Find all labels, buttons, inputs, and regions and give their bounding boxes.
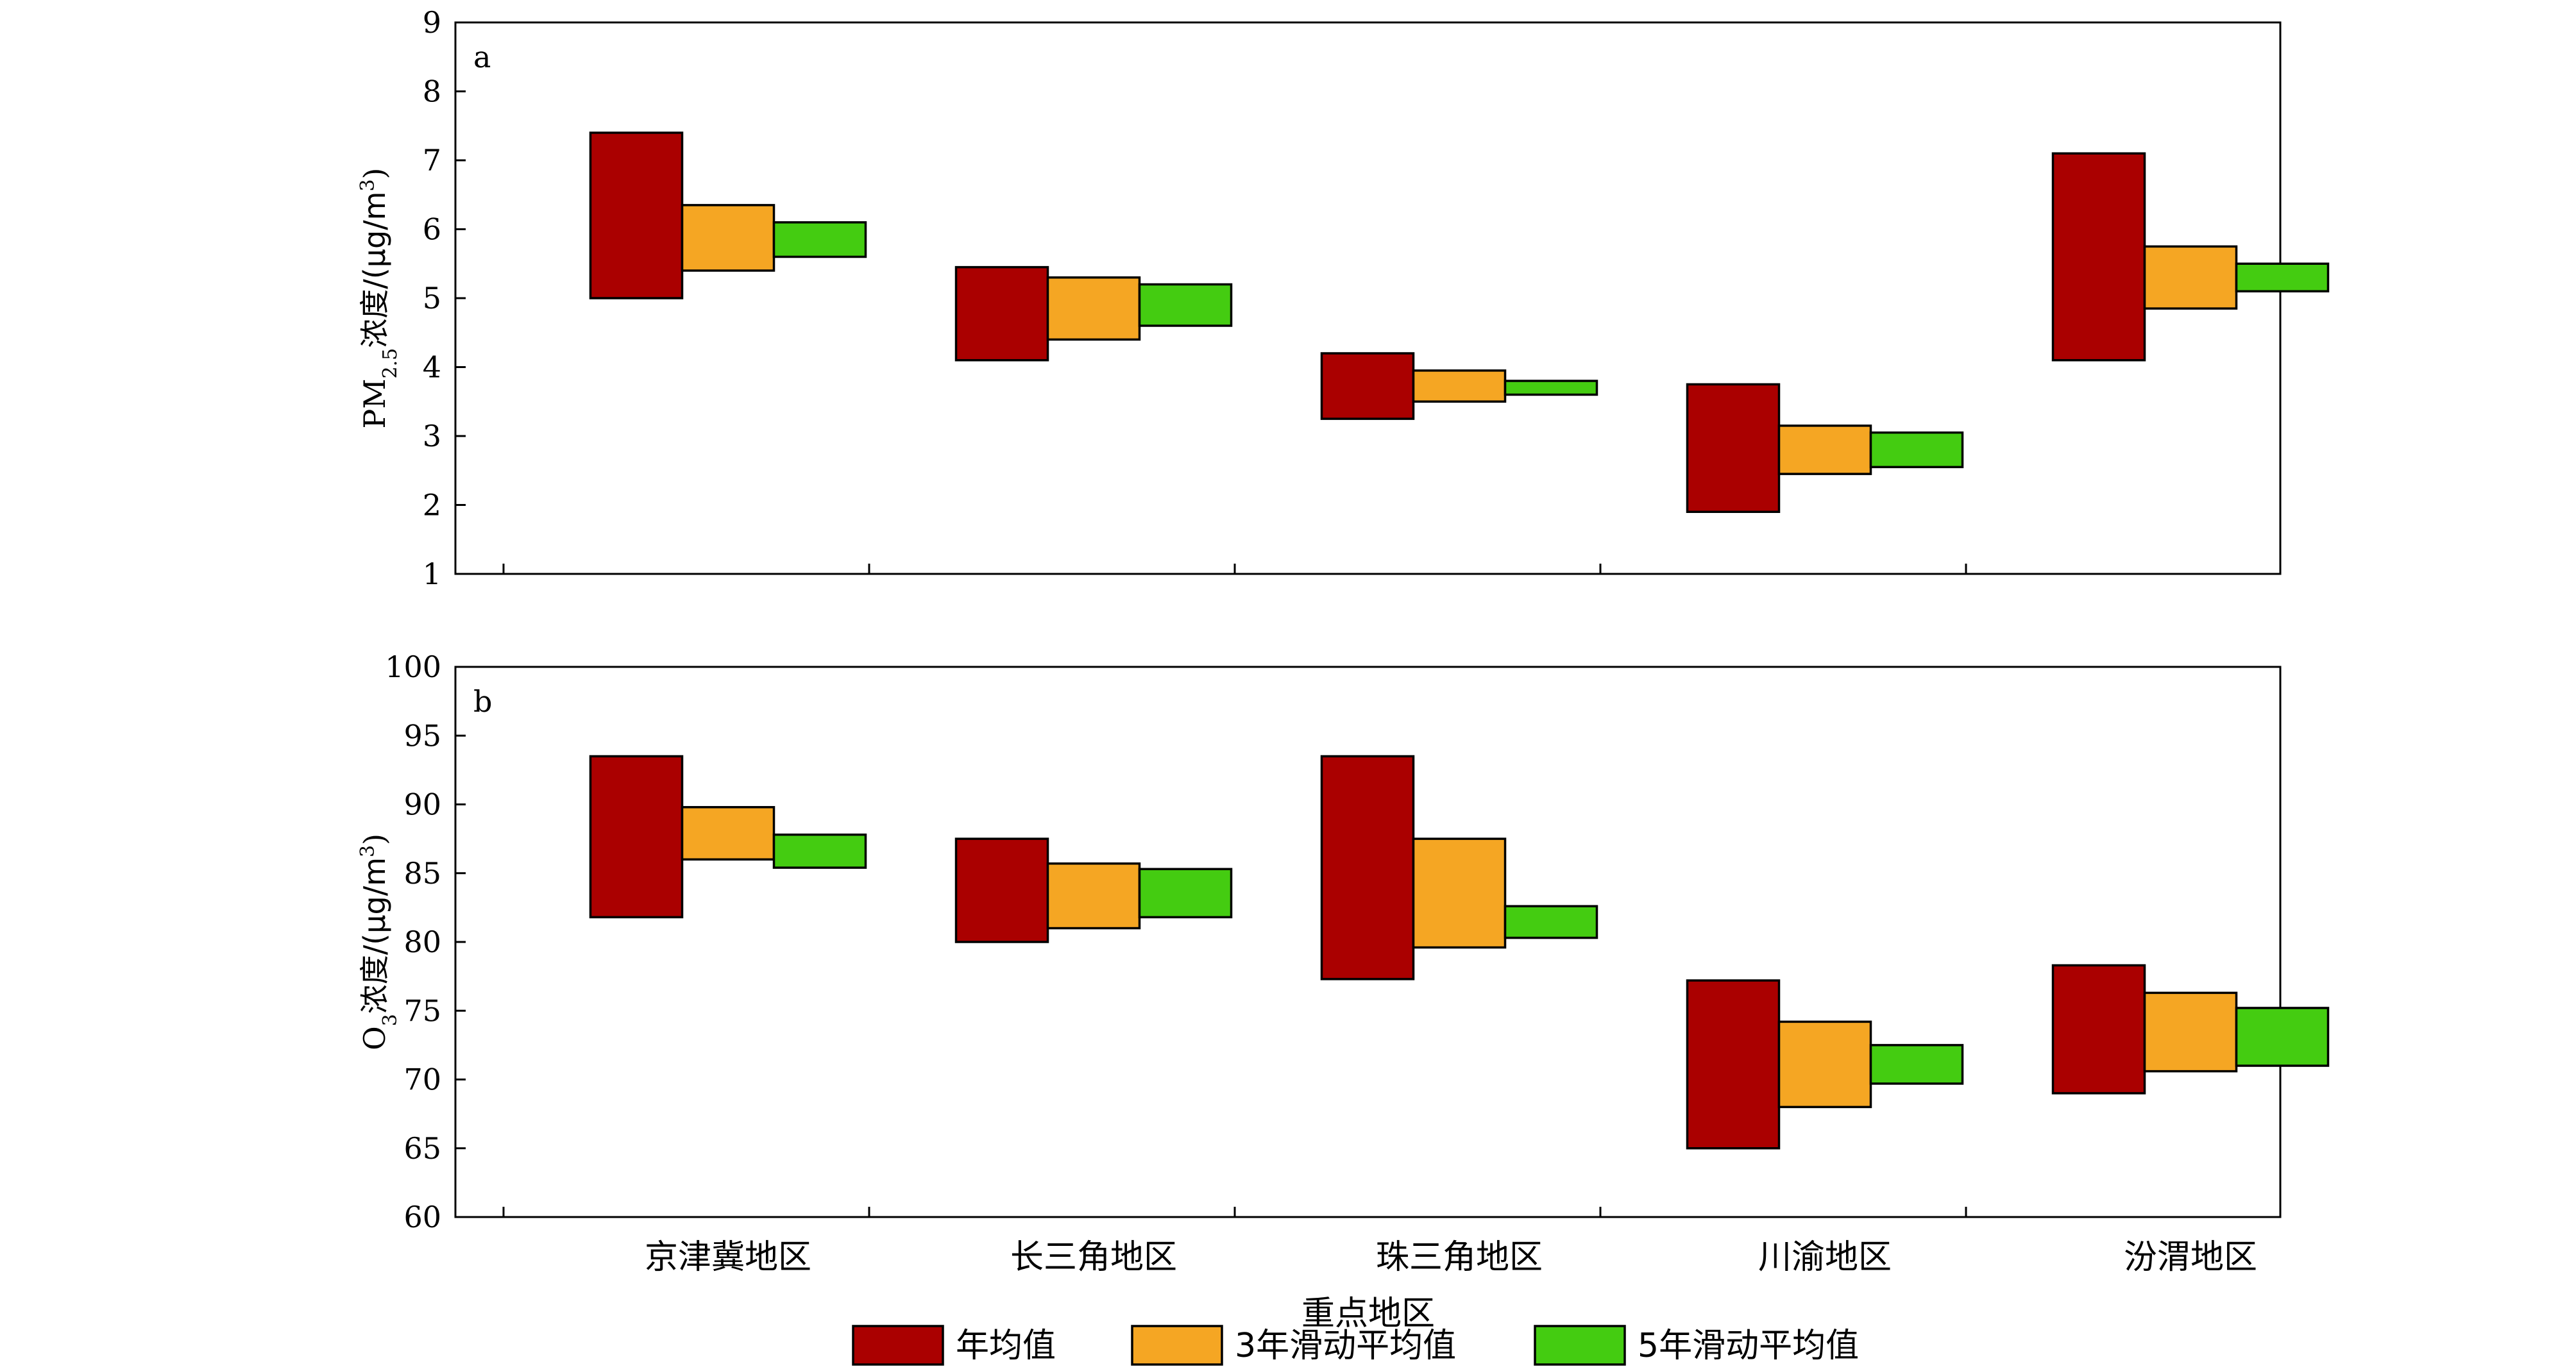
legend-label: 年均值 <box>956 1327 1056 1365</box>
x-category-label: 川渝地区 <box>1758 1238 1892 1277</box>
legend-label: 3年滑动平均值 <box>1235 1327 1456 1365</box>
legend-label: 5年滑动平均值 <box>1638 1327 1859 1365</box>
bar-a-s0-c2 <box>1320 352 1415 420</box>
legend-swatch <box>1534 1325 1626 1366</box>
bar-a-s2-c4 <box>2235 262 2330 292</box>
y-tick-label: 4 <box>423 350 441 385</box>
y-tick-label: 2 <box>423 488 441 523</box>
bar-a-s2-c2 <box>1504 380 1598 396</box>
y-tick-label: 6 <box>423 212 441 247</box>
y-tick-label: 9 <box>423 5 441 40</box>
bar-a-s1-c2 <box>1412 369 1507 403</box>
y-tick-label: 80 <box>403 925 441 959</box>
bar-a-s0-c0 <box>589 131 684 299</box>
legend-swatch <box>1131 1325 1223 1366</box>
y-tick-label: 100 <box>385 650 441 684</box>
y-tick-label: 3 <box>423 419 441 453</box>
y-tick-label: 7 <box>423 143 441 178</box>
bar-a-s2-c0 <box>772 221 867 258</box>
x-category-label: 京津冀地区 <box>645 1238 811 1277</box>
y-tick-label: 1 <box>423 557 441 591</box>
bar-b-s0-c2 <box>1320 755 1415 980</box>
bar-b-s1-c3 <box>1777 1020 1872 1109</box>
bar-b-s2-c0 <box>772 833 867 869</box>
bar-a-s1-c0 <box>681 204 775 272</box>
x-axis-label: 重点地区 <box>1301 1295 1435 1333</box>
y-tick-label: 95 <box>403 718 441 753</box>
chart-panel-a: 1 2 3 4 5 6 7 8 9a PM2.5浓度/(μg/m3) <box>357 5 2330 591</box>
bar-a-s2-c3 <box>1869 431 1964 469</box>
bar-a-s2-c1 <box>1138 283 1233 327</box>
bar-b-s2-c1 <box>1138 868 1233 919</box>
bar-b-s2-c3 <box>1869 1044 1964 1085</box>
bar-b-s1-c0 <box>681 806 775 861</box>
y-tick-label: 75 <box>403 993 441 1028</box>
bar-b-s0-c1 <box>954 837 1049 943</box>
chart-panel-b: 60 65 70 75 80 85 90 95 100 b O3浓度/(μg/m3) 京津冀地区 长三角… <box>357 650 2330 1333</box>
bar-a-s1-c1 <box>1046 276 1141 341</box>
bar-b-s2-c2 <box>1504 905 1598 939</box>
bar-b-s1-c1 <box>1046 862 1141 930</box>
bar-b-s2-c4 <box>2235 1007 2330 1067</box>
y-tick-label: 85 <box>403 856 441 891</box>
bar-b-s0-c4 <box>2051 964 2146 1095</box>
bar-a-s0-c3 <box>1686 383 1781 513</box>
x-category-label: 汾渭地区 <box>2124 1238 2257 1277</box>
y-axis-label: O3浓度/(μg/m3) <box>357 834 402 1050</box>
bar-b-s0-c3 <box>1686 979 1781 1150</box>
y-axis-label: PM2.5浓度/(μg/m3) <box>357 167 402 428</box>
panel-label: b <box>473 684 492 719</box>
legend-swatch <box>852 1325 944 1366</box>
y-tick-label: 8 <box>423 74 441 109</box>
y-tick-label: 90 <box>403 787 441 822</box>
bar-b-s1-c2 <box>1412 837 1507 949</box>
y-tick-label: 70 <box>403 1062 441 1097</box>
y-tick-label: 5 <box>423 281 441 315</box>
y-tick-label: 60 <box>403 1200 441 1234</box>
bar-b-s0-c0 <box>589 755 684 919</box>
bar-a-s1-c3 <box>1777 424 1872 475</box>
bar-a-s0-c4 <box>2051 152 2146 362</box>
bar-a-s1-c4 <box>2143 245 2238 310</box>
y-tick-label: 65 <box>403 1131 441 1166</box>
plot-frame <box>454 21 2282 575</box>
panel-label: a <box>473 40 491 74</box>
bar-a-s0-c1 <box>954 265 1049 362</box>
bar-b-s1-c4 <box>2143 991 2238 1073</box>
legend: 年均值 3年滑动平均值 5年滑动平均值 <box>852 1325 1859 1366</box>
x-category-label: 长三角地区 <box>1010 1238 1177 1277</box>
x-category-label: 珠三角地区 <box>1376 1238 1543 1277</box>
